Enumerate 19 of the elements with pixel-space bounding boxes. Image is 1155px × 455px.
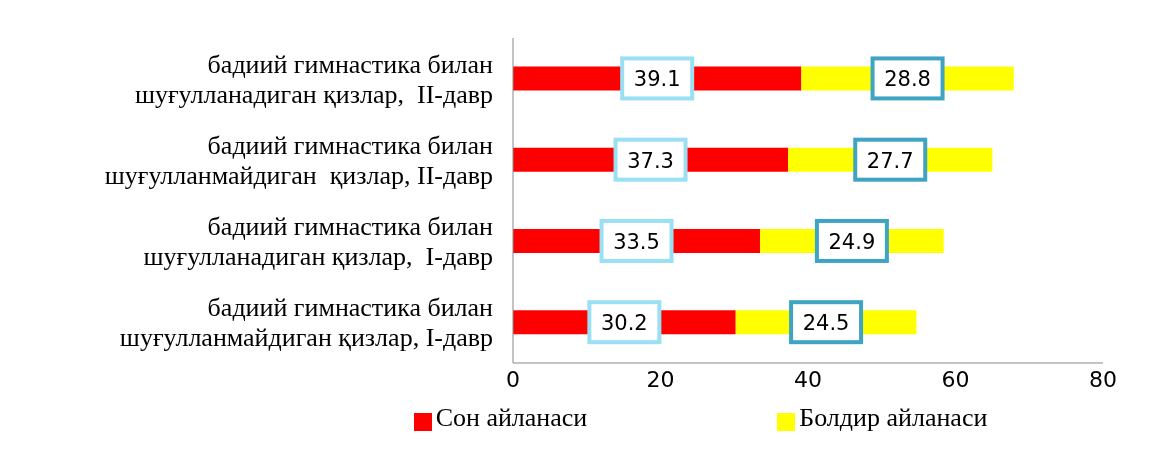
x-tick-label: 0: [506, 366, 520, 392]
data-label: 24.9: [828, 229, 876, 254]
data-label: 27.7: [866, 148, 914, 173]
x-tick-label: 40: [794, 366, 822, 392]
y-tick-label: бадиий гимнастика билан шуғулланадиган қизлар, I-давр: [143, 212, 494, 272]
data-label: 24.5: [802, 311, 850, 336]
y-tick-label: бадиий гимнастика билан шуғулланадиган қизлар, II-давр: [134, 49, 494, 109]
data-label: 30.2: [600, 311, 648, 336]
y-tick-label: бадиий гимнастика билан шуғулланмайдиган қизлар, II-давр: [104, 130, 494, 190]
data-label: 28.8: [884, 67, 931, 92]
data-label: 33.5: [613, 229, 660, 254]
legend-label: Сон айланаси: [435, 403, 588, 432]
legend-label: Болдир айланаси: [799, 403, 988, 432]
x-tick-label: 60: [941, 366, 970, 392]
data-label: 39.1: [633, 67, 681, 92]
y-tick-label: бадиий гимнастика билан шуғулланмайдиган қизлар, I-давр: [119, 293, 494, 353]
data-label: 37.3: [627, 148, 674, 173]
x-tick-label: 80: [1089, 366, 1117, 392]
x-tick-label: 20: [646, 366, 675, 392]
